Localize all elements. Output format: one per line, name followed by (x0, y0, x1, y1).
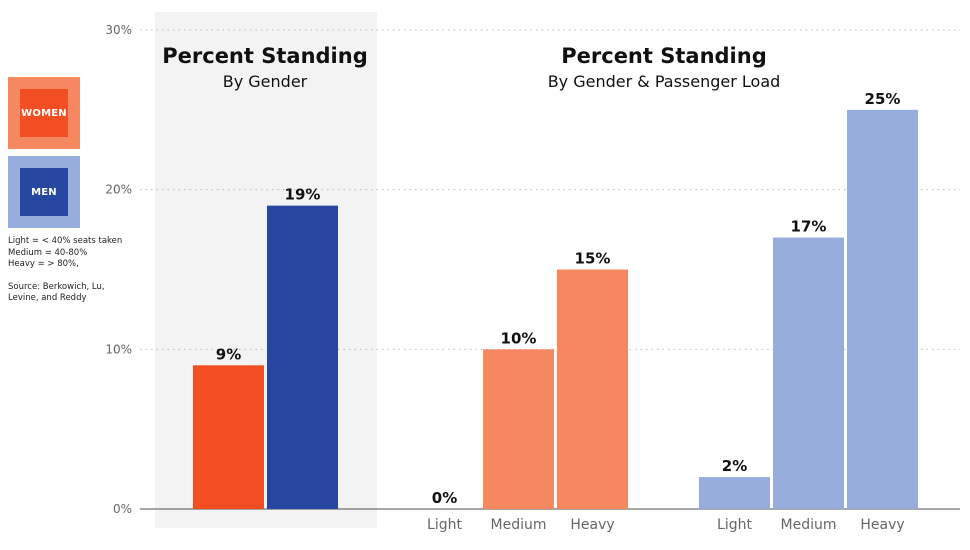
bar-women-heavy (557, 269, 628, 509)
bar-value-label: 10% (501, 329, 537, 347)
source-line-1: Source: Berkowich, Lu, (8, 281, 105, 292)
bar-value-label: 0% (432, 489, 457, 507)
note-medium: Medium = 40-80% (8, 247, 88, 258)
legend-men-swatch: MEN (20, 168, 68, 216)
x-tick-label: Heavy (860, 517, 904, 533)
x-tick-label: Light (427, 517, 462, 533)
legend-women: WOMEN (8, 77, 80, 149)
bar-value-label: 25% (865, 90, 901, 108)
x-tick-label: Medium (781, 517, 837, 533)
bar-men-medium (773, 237, 844, 510)
bar-value-label: 2% (722, 457, 747, 475)
y-tick-label: 30% (105, 23, 132, 37)
legend-women-swatch: WOMEN (20, 89, 68, 137)
left-chart-title: Percent Standing (162, 44, 367, 68)
note-light: Light = < 40% seats taken (8, 236, 123, 246)
right-chart-title: Percent Standing (561, 44, 766, 68)
bar-value-label: 19% (285, 186, 321, 204)
bar-value-label: 17% (791, 218, 827, 236)
bar-value-label: 15% (575, 250, 611, 268)
x-tick-label: Medium (491, 517, 547, 533)
bar-women (193, 365, 264, 509)
note-heavy: Heavy = > 80%, (8, 259, 79, 269)
bar-value-label: 9% (216, 345, 241, 363)
left-chart-subtitle: By Gender (223, 72, 308, 91)
y-tick-label: 0% (113, 502, 132, 516)
x-tick-label: Light (717, 517, 752, 533)
legend-men: MEN (8, 156, 80, 228)
by-gender-panel (155, 12, 377, 528)
bar-women-medium (483, 349, 554, 509)
right-chart-subtitle: By Gender & Passenger Load (548, 72, 781, 91)
chart-notes: Light = < 40% seats taken Medium = 40-80… (8, 236, 148, 305)
bar-men (267, 205, 338, 509)
x-tick-label: Heavy (570, 517, 614, 533)
y-tick-label: 10% (105, 342, 132, 356)
bar-men-light (699, 477, 770, 509)
source-line-2: Levine, and Reddy (8, 293, 87, 303)
y-tick-label: 20% (105, 183, 132, 197)
bar-men-heavy (847, 109, 918, 509)
